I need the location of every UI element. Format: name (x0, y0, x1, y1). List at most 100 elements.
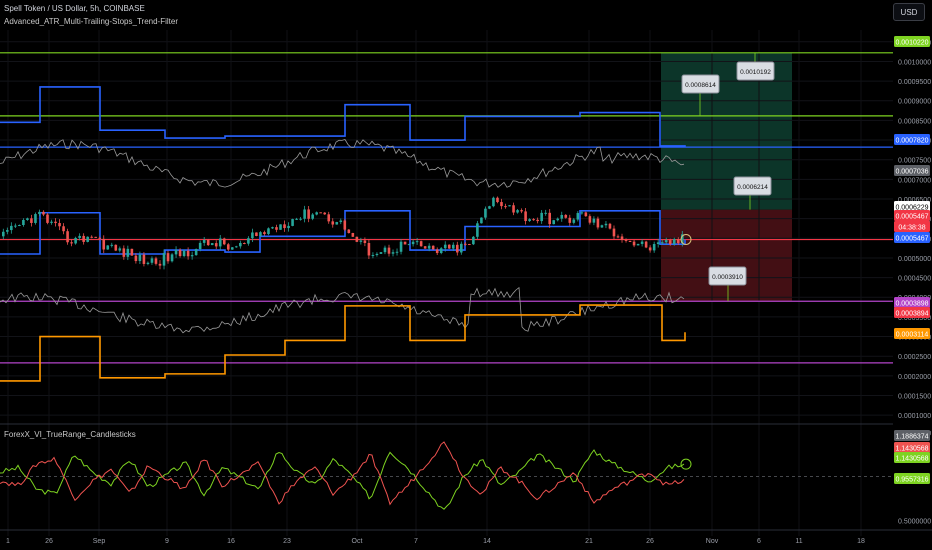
candle-body (576, 213, 580, 220)
candle-body (379, 252, 383, 254)
candle-body (592, 218, 596, 223)
candle-body (154, 258, 158, 264)
candle-body (351, 232, 355, 237)
candle-body (190, 255, 194, 257)
candle-body (126, 248, 130, 257)
candle-body (255, 232, 258, 236)
candle-body (259, 232, 262, 236)
price-tick-label: 0.0006500 (898, 197, 931, 204)
price-label-badge (894, 201, 930, 212)
candle-body (343, 220, 347, 230)
candle-body (656, 242, 660, 245)
callout-label: 0.0008614 (685, 82, 716, 89)
candle-body (596, 218, 600, 228)
candle-body (279, 224, 282, 230)
blue-trailing-stop-upper (0, 86, 686, 148)
candle-body (331, 221, 335, 225)
candle-body (560, 214, 564, 219)
price-tick-label: 0.0002500 (898, 354, 931, 361)
price-label-text: 0.0005467 (895, 214, 928, 221)
price-tick-label: 0.0009000 (898, 99, 931, 106)
candle-body (387, 247, 391, 254)
candle-body (636, 243, 640, 246)
callout-label: 0.0003910 (712, 274, 743, 281)
candle-body (492, 197, 495, 207)
candle-body (275, 227, 278, 230)
candle-body (399, 241, 403, 252)
candle-body (206, 239, 210, 246)
candle-body (411, 241, 415, 245)
indicator-value-text: 0.9557316 (895, 477, 928, 484)
candle-body (166, 253, 170, 262)
time-tick-label: 6 (757, 538, 761, 545)
price-callouts: 0.0010192 0.0008614 0.0006214 0.0003910 (681, 52, 775, 302)
price-tick-label: 0.0005000 (898, 256, 931, 263)
candle-body (102, 238, 106, 250)
stop-loss-zone (661, 209, 792, 302)
candle-body (668, 240, 672, 245)
candle-body (504, 206, 507, 208)
symbol-title[interactable]: Spell Token / US Dollar, 5h, COINBASE (4, 4, 145, 13)
candle-body (632, 241, 636, 246)
candle-body (600, 225, 604, 228)
candle-body (548, 212, 551, 225)
candle-body (439, 248, 443, 254)
price-tick-label: 0.0004500 (898, 276, 931, 283)
candle-body (138, 254, 142, 262)
indicator-tick-label: 0.5000000 (898, 519, 931, 526)
candle-body (50, 221, 53, 223)
candle-body (468, 244, 471, 246)
candle-body (42, 211, 45, 215)
candle-body (528, 219, 531, 222)
indicator-value-text: 1.1886374 (895, 434, 928, 441)
indicator-value-badge (894, 430, 930, 441)
candle-body (122, 248, 126, 257)
price-label-text: 0.0007820 (895, 138, 928, 145)
price-label-badge (894, 221, 930, 232)
lower-indicator-title[interactable]: ForexX_VI_TrueRange_Candlesticks (4, 430, 136, 439)
candle-body (222, 238, 226, 245)
candle-body (484, 208, 487, 218)
candle-body (311, 214, 314, 219)
candle-body (524, 211, 527, 222)
candle-body (644, 241, 648, 248)
time-axis[interactable]: 1 26 Sep 9 16 23 Oct 7 14 21 26 Nov 6 11 18 (0, 529, 932, 545)
candle-body (106, 245, 110, 250)
candle-body (363, 240, 367, 244)
last-price-marker (680, 233, 692, 245)
vi-minus-line (0, 441, 685, 506)
time-tick-label: 26 (45, 538, 53, 545)
candle-body (182, 250, 186, 257)
callout-box (708, 266, 747, 286)
candle-body (198, 242, 202, 250)
candle-body (86, 236, 89, 242)
candle-body (508, 205, 511, 207)
candle-body (500, 202, 503, 207)
candle-body (327, 214, 331, 222)
price-label-badge (894, 232, 930, 243)
candle-body (247, 238, 250, 244)
price-label-badge (894, 328, 930, 339)
time-tick-label: 11 (795, 538, 802, 545)
candle-body (335, 222, 339, 225)
candle-body (472, 236, 475, 245)
candle-body (660, 242, 664, 244)
candle-body (90, 236, 93, 238)
price-label-badge (894, 307, 930, 318)
currency-button[interactable]: USD (893, 3, 925, 21)
candle-body (403, 241, 407, 245)
candle-body (46, 214, 49, 223)
time-tick-label: 18 (857, 538, 865, 545)
candle-body (435, 249, 439, 254)
price-tick-label: 0.0003500 (898, 315, 931, 322)
indicator-title[interactable]: Advanced_ATR_Multi-Trailing-Stops_Trend-… (4, 17, 178, 26)
candle-body (239, 242, 242, 247)
candle-body (315, 212, 318, 215)
indicator-value-badge (894, 473, 930, 484)
price-label-text: 0.0006229 (895, 205, 928, 212)
callout-box (681, 74, 720, 94)
candle-body (496, 197, 499, 203)
price-axis[interactable]: 0.00105000.00100000.00095000.00090000.00… (894, 36, 931, 420)
